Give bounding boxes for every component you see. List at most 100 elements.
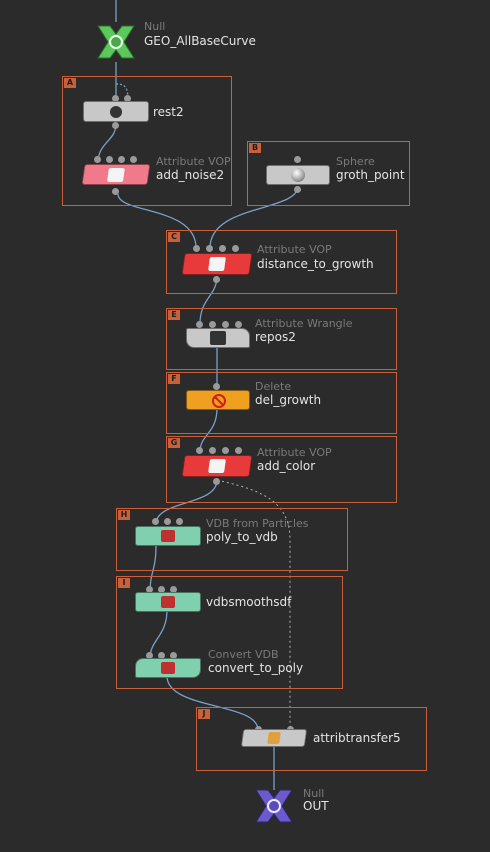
output-port[interactable]: [213, 276, 220, 283]
input-port[interactable]: [232, 245, 239, 252]
vop-icon: [208, 459, 226, 473]
node-name-label: rest2: [153, 105, 184, 119]
node-type-label: Null: [144, 20, 166, 33]
wire-sphere-to-dist: [209, 185, 299, 249]
vdb-icon: [161, 530, 175, 542]
node-type-label: Attribute Wrangle: [255, 317, 353, 330]
attribtransfer-icon: [267, 732, 281, 744]
input-port[interactable]: [196, 321, 203, 328]
network-box-label: H: [118, 510, 130, 520]
input-port[interactable]: [152, 518, 159, 525]
node-name-label: attribtransfer5: [313, 731, 401, 745]
output-port[interactable]: [213, 478, 220, 485]
node-vdbsmoothsdf[interactable]: [135, 592, 201, 612]
network-box-label: I: [118, 578, 130, 588]
node-del-growth[interactable]: [186, 390, 250, 410]
node-geo-allbasecurve[interactable]: [92, 22, 140, 62]
node-name-label: add_noise2: [156, 168, 225, 182]
input-port[interactable]: [219, 245, 226, 252]
input-port[interactable]: [124, 95, 131, 102]
node-name-label: groth_point: [336, 168, 405, 182]
node-distance-to-growth[interactable]: [181, 253, 253, 275]
node-convert-to-poly[interactable]: [135, 658, 201, 678]
input-port[interactable]: [130, 156, 137, 163]
network-box-h[interactable]: H: [116, 508, 348, 571]
input-port[interactable]: [213, 383, 220, 390]
input-port[interactable]: [94, 156, 101, 163]
input-port[interactable]: [222, 447, 229, 454]
node-attribtransfer5[interactable]: [240, 729, 308, 747]
null-node-icon: [97, 25, 135, 59]
network-box-label: F: [168, 374, 180, 384]
node-name-label: add_color: [257, 459, 316, 473]
network-box-e[interactable]: E: [166, 308, 397, 370]
input-port[interactable]: [112, 95, 119, 102]
rest-icon: [110, 105, 122, 118]
input-port[interactable]: [164, 518, 171, 525]
input-port[interactable]: [209, 447, 216, 454]
input-port[interactable]: [235, 321, 242, 328]
node-type-label: Attribute VOP: [257, 243, 332, 256]
sphere-icon: [291, 168, 305, 182]
node-repos2[interactable]: [186, 328, 250, 348]
node-name-label: del_growth: [255, 393, 322, 407]
input-port[interactable]: [222, 321, 229, 328]
network-box-label: C: [168, 232, 180, 242]
node-type-label: Convert VDB: [208, 648, 279, 661]
input-port[interactable]: [170, 586, 177, 593]
null-node-icon: [255, 789, 293, 823]
output-port[interactable]: [112, 122, 119, 129]
input-port[interactable]: [170, 652, 177, 659]
node-name-label: vdbsmoothsdf: [206, 595, 292, 609]
wire-noise-to-dist: [117, 193, 197, 249]
network-box-j[interactable]: J: [196, 707, 427, 771]
node-type-label: Sphere: [336, 155, 375, 168]
network-box-f[interactable]: F: [166, 372, 397, 434]
input-port[interactable]: [158, 652, 165, 659]
node-name-label: convert_to_poly: [208, 661, 304, 675]
network-box-label: E: [168, 310, 180, 320]
input-port[interactable]: [294, 156, 301, 163]
node-out[interactable]: [250, 786, 298, 826]
node-name-label: poly_to_vdb: [206, 530, 278, 544]
vdb-icon: [161, 596, 175, 608]
input-port[interactable]: [193, 245, 200, 252]
input-port[interactable]: [235, 447, 242, 454]
node-add-color[interactable]: [181, 455, 253, 477]
input-port[interactable]: [146, 586, 153, 593]
input-port[interactable]: [176, 518, 183, 525]
node-name-label: GEO_AllBaseCurve: [144, 34, 256, 48]
node-type-label: Attribute VOP: [156, 155, 231, 168]
network-box-b[interactable]: B: [247, 141, 410, 206]
wrangle-icon: [210, 331, 226, 345]
network-box-label: G: [168, 438, 180, 448]
node-poly-to-vdb[interactable]: [135, 526, 201, 546]
input-port[interactable]: [209, 321, 216, 328]
input-port[interactable]: [196, 447, 203, 454]
node-type-label: Null: [303, 787, 325, 800]
node-type-label: Attribute VOP: [257, 446, 332, 459]
input-port[interactable]: [146, 652, 153, 659]
node-groth-point[interactable]: [266, 165, 330, 185]
network-box-label: A: [64, 78, 76, 88]
node-rest2[interactable]: [83, 101, 149, 122]
wire-convert-to-transfer: [166, 675, 259, 731]
output-port[interactable]: [294, 186, 301, 193]
wire-addcolor-to-transfer: [216, 479, 291, 730]
network-box-label: B: [249, 143, 261, 153]
input-port[interactable]: [206, 245, 213, 252]
input-port[interactable]: [158, 586, 165, 593]
network-box-i[interactable]: I: [116, 576, 343, 689]
node-name-label: distance_to_growth: [257, 257, 374, 271]
input-port[interactable]: [106, 156, 113, 163]
node-add-noise2[interactable]: [81, 164, 151, 185]
network-box-a[interactable]: A: [62, 76, 232, 206]
delete-icon: [212, 394, 226, 408]
vop-icon: [208, 257, 226, 271]
input-port[interactable]: [118, 156, 125, 163]
output-port[interactable]: [112, 188, 119, 195]
network-box-c[interactable]: C: [166, 230, 397, 294]
network-box-g[interactable]: G: [166, 436, 397, 503]
